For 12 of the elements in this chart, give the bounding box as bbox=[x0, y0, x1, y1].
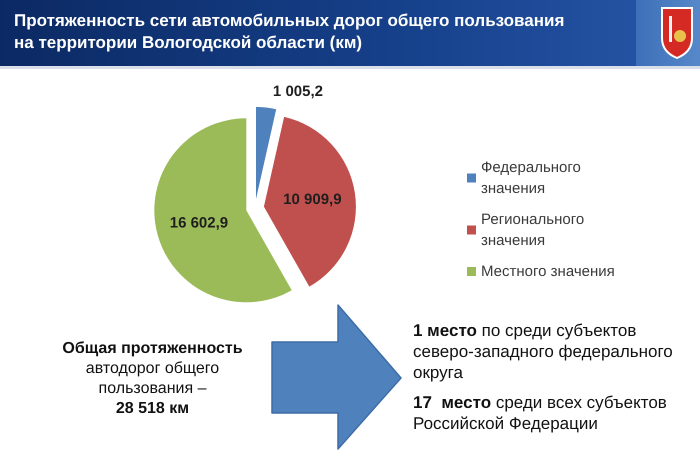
data-label: 16 602,9 bbox=[170, 214, 228, 232]
legend-label: Местного значения bbox=[481, 263, 615, 280]
text: Общая протяженность bbox=[61, 339, 244, 359]
legend-label: Федерального значения bbox=[481, 159, 581, 197]
data-label: 10 909,9 bbox=[283, 190, 342, 208]
text: 1 место bbox=[413, 321, 477, 340]
text: автодорог общего пользования – bbox=[84, 359, 220, 399]
legend-label: Регионального значения bbox=[481, 211, 584, 249]
chart-title: Протяженность сети автомобильных дорог общего пользования на территории Вологодской области (км) bbox=[14, 10, 566, 54]
data-label: 1 005,2 bbox=[272, 83, 323, 100]
text: 17 место bbox=[413, 393, 492, 412]
text: 28 518 км bbox=[114, 399, 190, 419]
